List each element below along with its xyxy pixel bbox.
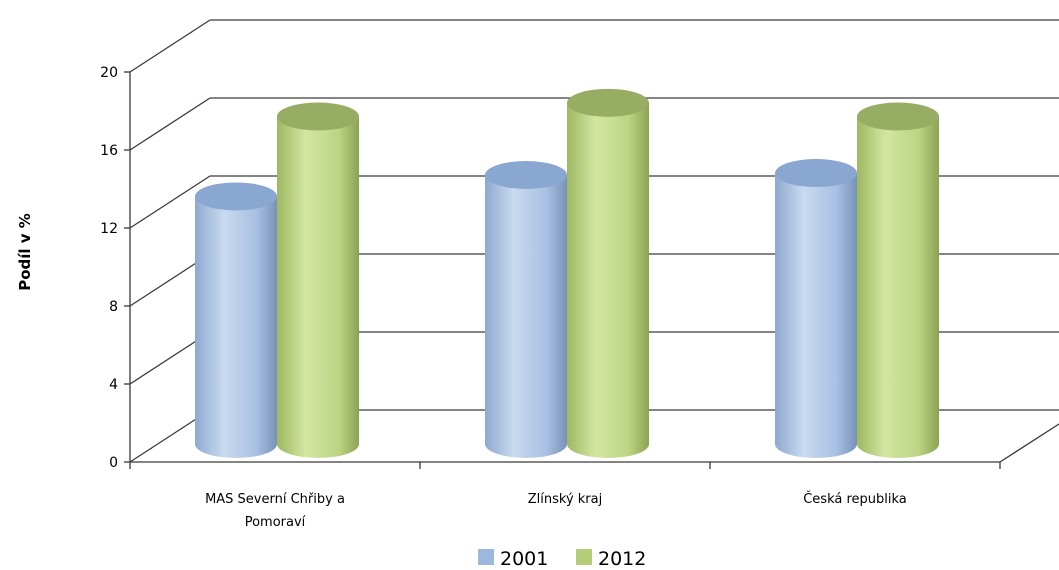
gridline-side (129, 175, 211, 229)
labels: 0 4 8 12 16 20 MAS Severní Chřiby a Pomoraví Zlí… (16, 65, 907, 530)
y-tick-label: 8 (109, 299, 118, 315)
bars (195, 88, 939, 459)
bar-top-2012-2 (857, 102, 939, 131)
bar-2001-0 (195, 196, 277, 458)
y-tick-label: 0 (109, 455, 118, 471)
bar-top-2012-0 (277, 102, 359, 131)
x-category-label: Česká republika (803, 491, 907, 507)
bar-2001-2 (775, 173, 857, 459)
legend-swatch-2012 (576, 549, 592, 565)
bar-2012-2 (857, 116, 939, 458)
bar-2012-0 (277, 116, 359, 458)
bar-2012-1 (567, 102, 649, 458)
legend-label-2012: 2012 (598, 548, 646, 570)
y-tick-label: 16 (100, 143, 118, 159)
x-category-label: Zlínský kraj (528, 492, 602, 507)
y-tick-label: 20 (100, 65, 118, 81)
bar-top-2001-2 (775, 159, 857, 188)
legend-swatch-2001 (478, 549, 494, 565)
x-category-label: MAS Severní Chřiby a (205, 492, 345, 507)
bar-top-2012-1 (567, 88, 649, 117)
axes (124, 71, 1059, 469)
legend: 2001 2012 (478, 548, 646, 570)
legend-label-2001: 2001 (500, 548, 548, 570)
gridline-side (129, 97, 211, 151)
x-category-label: Pomoraví (245, 515, 306, 530)
bar-top-2001-1 (485, 161, 567, 189)
floor-edge (999, 423, 1059, 463)
y-tick-label: 4 (109, 377, 118, 393)
y-axis-title: Podíl v % (16, 213, 34, 291)
bar-2001-1 (485, 175, 567, 458)
bar-top-2001-0 (195, 182, 277, 211)
y-tick-label: 12 (100, 221, 118, 237)
gridline-side (129, 19, 211, 73)
